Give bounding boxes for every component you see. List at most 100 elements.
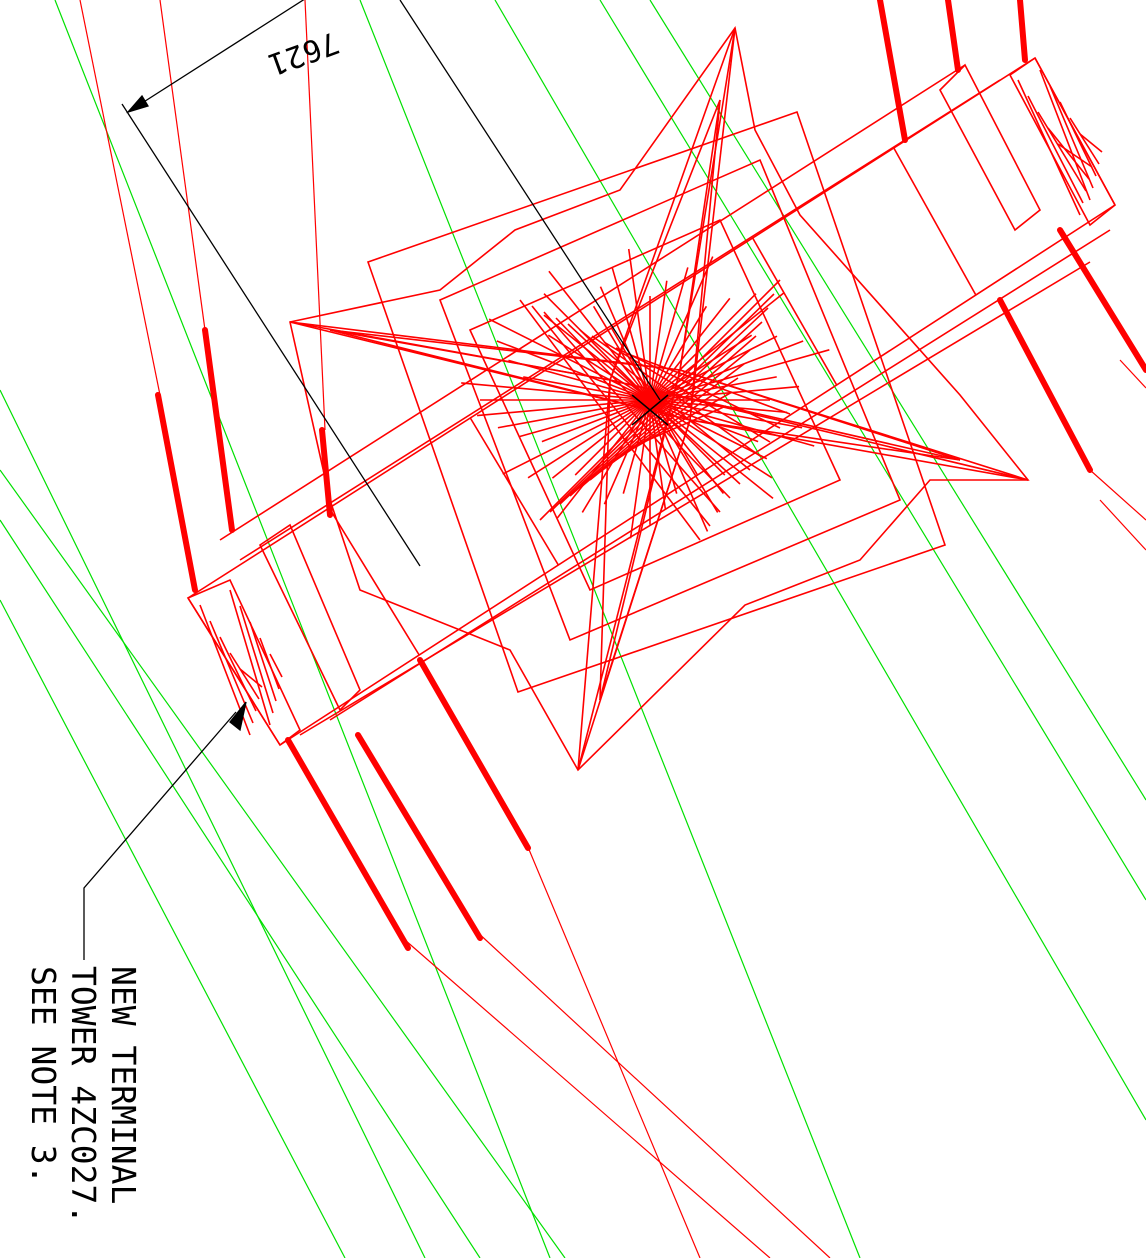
crossarm-end [258, 523, 361, 712]
lattice-bracing [239, 605, 274, 714]
leg-member [329, 329, 691, 421]
center-lattice [559, 307, 769, 505]
lattice-bracing [229, 589, 271, 726]
center-lattice [488, 318, 768, 460]
alignment-line [0, 469, 566, 1258]
insulator-string [877, 0, 908, 143]
center-lattice [541, 340, 804, 443]
callout-line-2: TOWER 4ZC027. [64, 966, 103, 1224]
insulator-string [355, 732, 483, 941]
dimension-text: 7621 [263, 24, 343, 82]
callout-leader [83, 711, 237, 960]
tower-frame [366, 110, 947, 694]
crossarm-chord [279, 204, 1116, 746]
lattice-bracing [259, 637, 280, 690]
leg-member [329, 329, 611, 381]
insulator-string [417, 657, 531, 851]
terminal-tower [186, 26, 1117, 772]
conductor-line [159, 0, 206, 331]
leg-member [599, 419, 691, 701]
center-x [631, 394, 669, 426]
lattice-bracing [1039, 69, 1091, 201]
leg-member [679, 369, 961, 461]
crossarm-rung [469, 417, 560, 566]
insulator-string [155, 392, 198, 593]
leg-member [609, 27, 736, 381]
alignment-line [649, 0, 1146, 801]
annotations [83, 0, 661, 960]
conductor-line [1089, 469, 1146, 521]
leg-member [599, 379, 611, 701]
leg-member [599, 369, 681, 701]
center-lattice [567, 323, 741, 485]
leg-member [609, 379, 961, 461]
alignment-line [0, 519, 481, 1258]
callout-line-1: NEW TERMINAL [104, 966, 143, 1204]
center-lattice [531, 305, 711, 527]
dimension-line [127, 0, 305, 113]
center-lattice [603, 256, 714, 505]
crossarm-chord [329, 229, 1111, 721]
center-lattice [551, 291, 785, 479]
center-lattice [627, 353, 791, 415]
center-lattice [611, 267, 678, 494]
leg-member [577, 379, 611, 771]
crossarm-chord [187, 57, 1036, 599]
crossarm-end [939, 63, 1042, 232]
center-lattice [519, 299, 701, 541]
center-lattice [548, 270, 725, 494]
centerline [399, 0, 661, 401]
center-lattice [603, 341, 771, 443]
insulator-string [202, 327, 235, 533]
leg-member [577, 369, 681, 771]
conductor-line [304, 0, 326, 431]
lattice-bracing [249, 621, 277, 702]
leg-member [329, 329, 681, 371]
lattice-bracing [269, 653, 283, 678]
dimension-arrowhead [126, 94, 149, 114]
tower-frame [468, 218, 842, 592]
conductor-lines [79, 0, 1146, 1258]
lattice-bracing [1027, 95, 1084, 204]
lattice-bracing [1017, 79, 1081, 216]
crossarm-chord [219, 64, 966, 541]
insulator-string [285, 737, 411, 951]
conductor-line [404, 939, 771, 1258]
center-lattice [549, 293, 775, 513]
conductor-line [524, 839, 701, 1258]
center-lattice [579, 329, 751, 471]
leg-member [689, 27, 736, 421]
tower-callout: NEW TERMINAL TOWER 4ZC027. SEE NOTE 3. [24, 966, 143, 1224]
center-lattice [579, 335, 757, 489]
center-lattice [629, 405, 727, 449]
center-lattice [543, 293, 726, 476]
alignment-line [494, 0, 1146, 1121]
callout-line-3: SEE NOTE 3. [24, 966, 63, 1185]
conductor-line [1119, 359, 1146, 389]
crossarm-rung [751, 237, 838, 386]
insulator-string [945, 0, 961, 73]
conductor-line [474, 929, 831, 1258]
leg-member [609, 99, 721, 381]
dimension-extension-line [121, 103, 421, 567]
center-lattice [543, 311, 721, 513]
lattice-bracing [1069, 117, 1100, 165]
lattice-bracing [1057, 143, 1093, 168]
center-lattice [599, 286, 709, 532]
leg-member [679, 99, 721, 371]
crossarm-chord [239, 79, 1001, 561]
crossarm-rung [328, 507, 420, 656]
lattice-bracing [229, 652, 260, 700]
leg-member [689, 419, 961, 461]
leg-member [689, 419, 1029, 481]
leg-member [689, 99, 721, 421]
center-lattice [569, 321, 763, 497]
lattice-bracing [219, 636, 257, 712]
alignment-line [359, 0, 861, 1258]
crossarm-end [1008, 56, 1117, 227]
conductor-line [1099, 499, 1146, 551]
insulator-strings [155, 0, 1146, 951]
lattice-bracing [1079, 133, 1103, 153]
